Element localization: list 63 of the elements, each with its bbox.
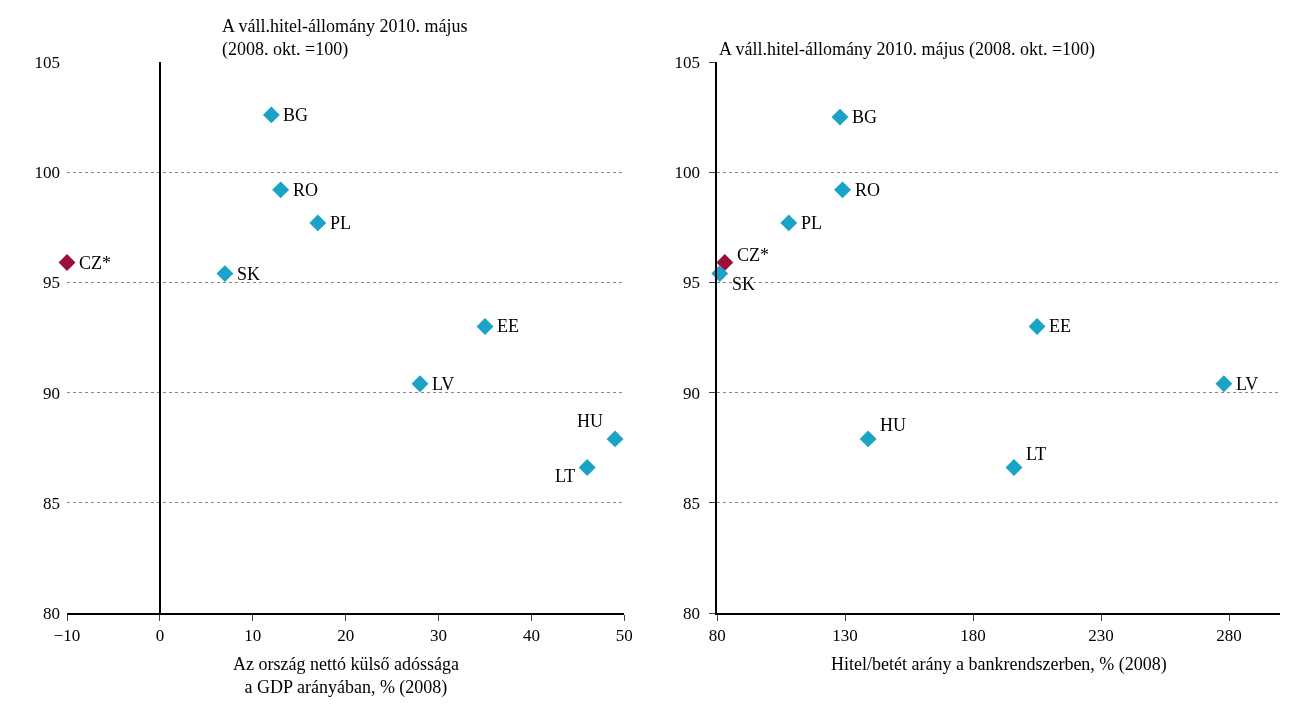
- annotation: HU: [880, 415, 906, 435]
- point: [578, 459, 596, 476]
- annotation: PL: [801, 213, 823, 233]
- y-tick-label: 105: [34, 52, 61, 72]
- x-tick-label: −10: [53, 626, 81, 646]
- point: [272, 181, 290, 199]
- annotation: EE: [1049, 316, 1071, 336]
- point: [606, 430, 624, 448]
- point: [1005, 459, 1023, 476]
- y-tick-label: 95: [43, 273, 61, 293]
- x-tick-label: 0: [155, 626, 165, 646]
- y-axis-title: A váll.hitel-állomány 2010. május (2008. okt. =100): [222, 16, 468, 61]
- y-tick-label: 105: [674, 52, 700, 72]
- annotation: LV: [432, 374, 455, 394]
- annotation: SK: [237, 264, 261, 284]
- point: [262, 106, 280, 124]
- x-tick-label: 20: [337, 626, 355, 646]
- point: [58, 254, 76, 272]
- point: [834, 181, 851, 199]
- y-axis-title: A váll.hitel-állomány 2010. május (2008. okt. =100): [719, 39, 1096, 60]
- y-tick-label: 100: [674, 163, 700, 183]
- point: [476, 318, 494, 335]
- x-tick-label: 40: [522, 626, 540, 646]
- x-axis-title: Az ország nettó külső adóssága a GDP arányában, % (2008): [233, 654, 459, 699]
- y-tick-label: 100: [34, 163, 61, 183]
- y-tick-label: 90: [682, 383, 700, 403]
- annotation: LV: [1236, 374, 1259, 394]
- point: [1215, 375, 1233, 393]
- annotation: RO: [855, 180, 881, 200]
- annotation: BG: [852, 107, 878, 127]
- y-tick-label: 85: [43, 493, 61, 513]
- point: [1028, 318, 1046, 335]
- annotation: LT: [1026, 444, 1047, 464]
- y-tick-label: 80: [43, 603, 61, 623]
- annotation: CZ*: [79, 253, 112, 273]
- x-tick-label: 180: [960, 626, 986, 646]
- x-tick-label: 130: [832, 626, 858, 646]
- point: [780, 214, 798, 232]
- annotation: PL: [330, 213, 352, 233]
- annotation: RO: [293, 180, 319, 200]
- y-tick-label: 95: [682, 273, 700, 293]
- point: [216, 265, 234, 283]
- x-tick-label: 50: [615, 626, 633, 646]
- x-tick-label: 230: [1088, 626, 1114, 646]
- annotation: LT: [555, 466, 576, 486]
- x-tick-label: 30: [430, 626, 448, 646]
- point: [716, 254, 734, 272]
- annotation: HU: [577, 411, 603, 431]
- annotation: SK: [732, 274, 756, 294]
- point: [831, 108, 849, 126]
- y-tick-label: 90: [43, 383, 61, 403]
- x-tick-label: 80: [708, 626, 726, 646]
- annotation: CZ*: [737, 245, 770, 265]
- x-axis-title: Hitel/betét arány a bankrendszerben, % (2008): [831, 654, 1167, 675]
- y-tick-label: 80: [682, 603, 700, 623]
- x-tick-label: 280: [1216, 626, 1242, 646]
- annotation: EE: [497, 316, 519, 336]
- point: [859, 430, 877, 448]
- point: [411, 375, 429, 393]
- point: [309, 214, 327, 232]
- annotation: BG: [283, 105, 309, 125]
- y-tick-label: 85: [682, 493, 700, 513]
- x-tick-label: 10: [244, 626, 262, 646]
